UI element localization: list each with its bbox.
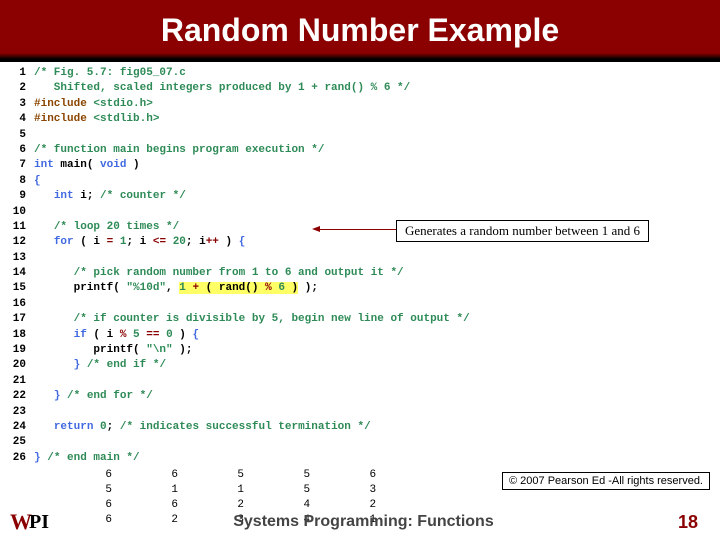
logo-pi: PI (29, 511, 49, 534)
code-listing: 1/* Fig. 5.7: fig05_07.c2 Shifted, scale… (0, 62, 720, 466)
code-text: if ( i % 5 == 0 ) { (34, 328, 199, 343)
code-text: int main( void ) (34, 158, 140, 173)
line-number: 15 (12, 281, 34, 296)
callout-annotation: Generates a random number between 1 and … (396, 220, 649, 242)
code-line: 6/* function main begins program executi… (12, 143, 720, 158)
code-line: 18 if ( i % 5 == 0 ) { (12, 328, 720, 343)
line-number: 19 (12, 343, 34, 358)
line-number: 17 (12, 312, 34, 327)
code-text (34, 374, 41, 389)
code-text: printf( "\n" ); (34, 343, 192, 358)
line-number: 24 (12, 420, 34, 435)
code-text: } /* end for */ (34, 389, 153, 404)
line-number: 4 (12, 112, 34, 127)
code-line: 24 return 0; /* indicates successful ter… (12, 420, 720, 435)
line-number: 18 (12, 328, 34, 343)
code-line: 26} /* end main */ (12, 451, 720, 466)
code-text: Shifted, scaled integers produced by 1 +… (34, 81, 410, 96)
line-number: 14 (12, 266, 34, 281)
code-text: return 0; /* indicates successful termin… (34, 420, 371, 435)
code-text (34, 405, 41, 420)
line-number: 23 (12, 405, 34, 420)
code-line: 19 printf( "\n" ); (12, 343, 720, 358)
code-text: #include <stdlib.h> (34, 112, 159, 127)
code-text: /* pick random number from 1 to 6 and ou… (34, 266, 404, 281)
code-text: } /* end main */ (34, 451, 140, 466)
line-number: 16 (12, 297, 34, 312)
code-line: 22 } /* end for */ (12, 389, 720, 404)
code-text (34, 435, 41, 450)
code-line: 7int main( void ) (12, 158, 720, 173)
code-text: printf( "%10d", 1 + ( rand() % 6 ) ); (34, 281, 318, 296)
logo-w: W (10, 509, 30, 535)
line-number: 6 (12, 143, 34, 158)
code-line: 3#include <stdio.h> (12, 97, 720, 112)
line-number: 3 (12, 97, 34, 112)
line-number: 1 (12, 66, 34, 81)
footer-title: Systems Programming: Functions (49, 513, 678, 531)
code-line: 21 (12, 374, 720, 389)
code-text: #include <stdio.h> (34, 97, 153, 112)
code-line: 25 (12, 435, 720, 450)
line-number: 11 (12, 220, 34, 235)
code-line: 16 (12, 297, 720, 312)
title-bar: Random Number Example (0, 0, 720, 62)
code-line: 13 (12, 251, 720, 266)
code-text (34, 251, 41, 266)
code-line: 20 } /* end if */ (12, 358, 720, 373)
code-line: 15 printf( "%10d", 1 + ( rand() % 6 ) ); (12, 281, 720, 296)
code-line: 10 (12, 205, 720, 220)
slide-footer: WPI Systems Programming: Functions 18 (0, 504, 720, 540)
code-text: for ( i = 1; i <= 20; i++ ) { (34, 235, 245, 250)
code-line: 1/* Fig. 5.7: fig05_07.c (12, 66, 720, 81)
line-number: 20 (12, 358, 34, 373)
line-number: 10 (12, 205, 34, 220)
code-line: 4#include <stdlib.h> (12, 112, 720, 127)
code-line: 5 (12, 128, 720, 143)
code-text: { (34, 174, 41, 189)
wpi-logo: WPI (0, 509, 49, 535)
page-number: 18 (678, 512, 720, 533)
callout-arrowhead (312, 226, 320, 232)
line-number: 9 (12, 189, 34, 204)
code-text: } /* end if */ (34, 358, 166, 373)
code-text: /* if counter is divisible by 5, begin n… (34, 312, 470, 327)
code-text: /* Fig. 5.7: fig05_07.c (34, 66, 186, 81)
code-line: 17 /* if counter is divisible by 5, begi… (12, 312, 720, 327)
code-text: /* loop 20 times */ (34, 220, 179, 235)
code-line: 23 (12, 405, 720, 420)
code-line: 14 /* pick random number from 1 to 6 and… (12, 266, 720, 281)
slide-title: Random Number Example (0, 12, 720, 49)
code-line: 9 int i; /* counter */ (12, 189, 720, 204)
line-number: 7 (12, 158, 34, 173)
code-line: 8{ (12, 174, 720, 189)
callout-arrow (320, 229, 396, 230)
line-number: 26 (12, 451, 34, 466)
code-text (34, 205, 41, 220)
line-number: 25 (12, 435, 34, 450)
line-number: 21 (12, 374, 34, 389)
code-text (34, 297, 41, 312)
line-number: 13 (12, 251, 34, 266)
line-number: 8 (12, 174, 34, 189)
line-number: 5 (12, 128, 34, 143)
code-text (34, 128, 41, 143)
line-number: 22 (12, 389, 34, 404)
code-line: 2 Shifted, scaled integers produced by 1… (12, 81, 720, 96)
line-number: 12 (12, 235, 34, 250)
copyright-notice: © 2007 Pearson Ed -All rights reserved. (502, 472, 710, 490)
code-text: /* function main begins program executio… (34, 143, 324, 158)
line-number: 2 (12, 81, 34, 96)
code-text: int i; /* counter */ (34, 189, 186, 204)
